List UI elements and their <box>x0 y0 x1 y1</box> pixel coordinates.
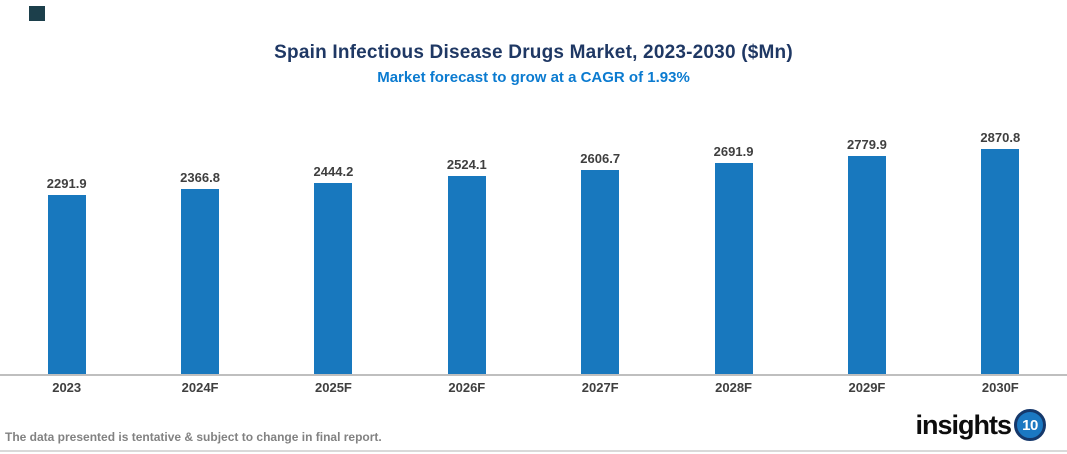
bar-value-label: 2366.8 <box>180 169 220 185</box>
bar-2029F[interactable] <box>847 156 886 375</box>
bar-value-label: 2779.9 <box>847 137 887 153</box>
insights10-logo: insights 10 <box>915 409 1046 441</box>
x-axis-label: 2030F <box>981 380 1019 395</box>
x-axis-label: 2027F <box>581 380 619 395</box>
bar-2027F[interactable] <box>581 169 620 375</box>
bar-column: 2444.2 <box>267 164 400 375</box>
bar-2028F[interactable] <box>714 163 753 375</box>
x-axis-line <box>0 374 1067 376</box>
bar-chart: 2291.9 2366.8 2444.2 2524.1 2606.7 2691.9 2779… <box>0 130 1067 375</box>
bar-2023[interactable] <box>47 194 86 375</box>
bar-2025F[interactable] <box>314 182 353 375</box>
x-axis-label: 2025F <box>315 380 352 395</box>
x-axis-labels: 2023 2024F 2025F 2026F 2027F 2028F 2029F 2030F <box>0 380 1067 395</box>
x-axis-label: 2024F <box>181 380 219 395</box>
footer-note: The data presented is tentative & subjec… <box>5 430 382 444</box>
logo-wordmark: insights <box>915 409 1012 440</box>
bar-2030F[interactable] <box>981 149 1020 375</box>
bar-2024F[interactable] <box>181 188 220 375</box>
logo-badge-10: 10 <box>1014 409 1046 441</box>
bar-column: 2366.8 <box>133 170 266 375</box>
bottom-divider <box>0 450 1067 452</box>
x-axis-label: 2023 <box>52 380 82 395</box>
chart-title: Spain Infectious Disease Drugs Market, 2… <box>274 42 793 63</box>
bar-value-label: 2606.7 <box>580 150 621 166</box>
x-axis-label: 2029F <box>848 380 886 395</box>
bar-column: 2870.8 <box>934 130 1067 375</box>
bar-column: 2691.9 <box>667 144 800 375</box>
x-axis-label: 2028F <box>715 380 752 395</box>
chart-subtitle: Market forecast to grow at a CAGR of 1.9… <box>377 69 690 86</box>
bar-value-label: 2444.2 <box>313 163 354 179</box>
bar-column: 2524.1 <box>400 157 533 375</box>
bar-value-label: 2291.9 <box>46 175 87 191</box>
bar-column: 2291.9 <box>0 176 133 375</box>
bar-value-label: 2870.8 <box>980 130 1021 145</box>
brand-corner-mark <box>29 6 45 21</box>
bar-column: 2606.7 <box>534 151 667 375</box>
bar-2026F[interactable] <box>447 176 486 375</box>
bar-column: 2779.9 <box>800 137 933 375</box>
bar-value-label: 2524.1 <box>446 157 487 173</box>
x-axis-label: 2026F <box>448 380 486 395</box>
bar-value-label: 2691.9 <box>713 144 754 160</box>
